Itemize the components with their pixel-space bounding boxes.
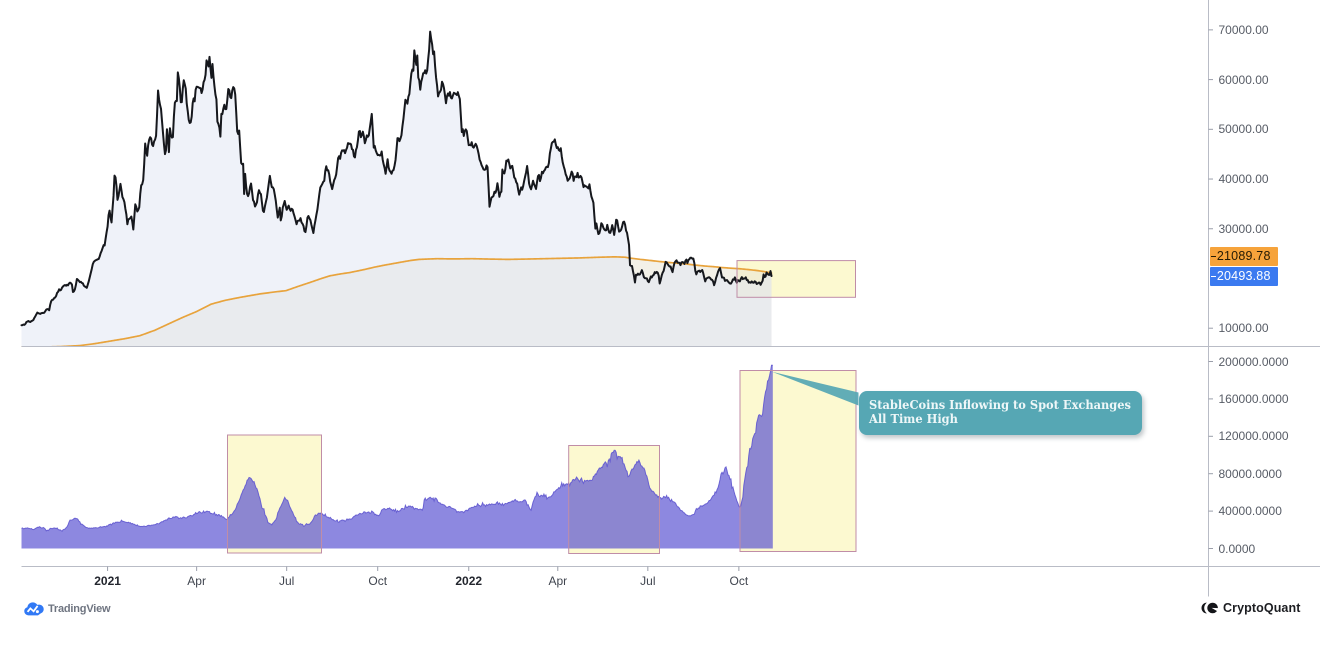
bottom-panel[interactable] [21,364,857,554]
bottom-highlight-may-2021-border[interactable] [227,434,322,554]
y-axis-label-bottom: 0.0000 [1218,541,1256,556]
x-axis-label: 2022 [455,573,483,588]
y-axis-label-bottom: 40000.0000 [1218,504,1282,519]
annotation-line2: All Time High [868,412,958,426]
x-axis-label: Oct [729,573,749,588]
x-axis-label: Jul [279,573,295,588]
bottom-highlight-spring-2022-border[interactable] [568,445,661,554]
realized-price-label[interactable]: 21089.78 [1209,247,1278,266]
tradingview-attribution[interactable]: TradingView [24,602,111,616]
realized-price-line [20,256,773,347]
y-axis-label-top: 10000.00 [1218,321,1269,336]
y-axis-label-bottom: 160000.0000 [1218,391,1289,406]
cryptoquant-label: CryptoQuant [1223,601,1301,615]
tradingview-cloud-icon [24,602,44,616]
annotation-line1: StableCoins Inflowing to Spot Exchanges [868,397,1131,412]
y-axis-label-bottom: 200000.0000 [1218,354,1289,369]
price-label-value: 21089.78 [1216,249,1271,264]
cryptoquant-mark-icon [1201,602,1218,614]
price-tick-dash [1210,255,1216,258]
y-axis-label-top: 70000.00 [1218,22,1269,37]
y-axis-label-bottom: 120000.0000 [1218,429,1289,444]
x-axis-label: Apr [548,573,568,588]
annotation-callout[interactable]: StableCoins Inflowing to Spot Exchanges … [858,391,1142,435]
x-axis-label: Jul [640,573,656,588]
annotation-wedge [772,371,859,406]
x-axis-label: Apr [187,573,206,588]
last-price-label[interactable]: 20493.88 [1209,267,1278,286]
top-panel[interactable] [20,30,856,347]
y-axis-label-top: 50000.00 [1218,122,1269,137]
cryptoquant-attribution[interactable]: CryptoQuant [1201,601,1301,615]
btc-price-fill [21,31,772,347]
y-axis-label-bottom: 80000.0000 [1218,466,1282,481]
stablecoin-reserve-fill [21,365,773,549]
bottom-highlight-ath-oct-2022-border[interactable] [739,370,857,552]
y-axis-label-top: 60000.00 [1218,72,1269,87]
y-axis-label-top: 40000.00 [1218,172,1269,187]
tradingview-label: TradingView [48,603,111,615]
y-axis-label-top: 30000.00 [1218,221,1269,236]
stablecoin-reserve-edge [21,364,773,532]
btc-price-line [20,30,773,327]
x-axis-label: Oct [368,573,388,588]
top-panel-highlight-border[interactable] [736,260,856,298]
x-axis-label: 2021 [94,573,121,588]
price-tick-dash [1210,275,1216,278]
price-label-value: 20493.88 [1216,269,1271,284]
